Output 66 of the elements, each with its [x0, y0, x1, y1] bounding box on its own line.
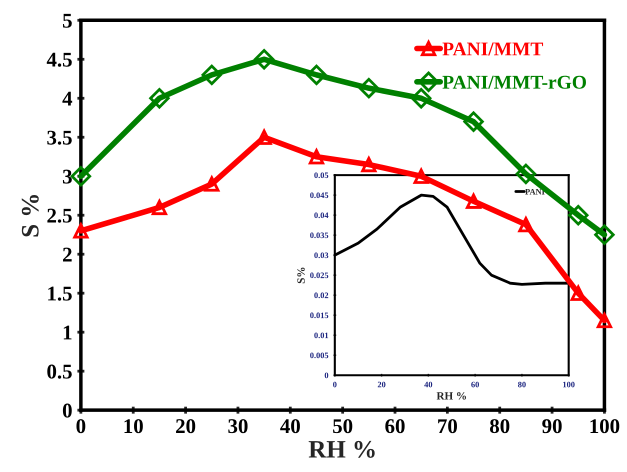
y-tick-label: 2.5 [47, 208, 72, 223]
point [414, 168, 429, 184]
x-axis-title: RH % [308, 440, 375, 458]
x-tick-label: 40 [280, 419, 300, 434]
point [463, 111, 484, 132]
x-tick-label: 0 [333, 382, 337, 388]
y-axis-title: S % [22, 195, 39, 236]
x-tick-label: 50 [333, 419, 352, 434]
point [149, 88, 170, 108]
y-tick-label: 0.04 [314, 212, 328, 218]
point [466, 194, 482, 209]
point [358, 78, 380, 98]
y-tick-label: 0.005 [310, 352, 328, 358]
x-tick-label: 60 [471, 382, 479, 388]
point [570, 286, 586, 301]
point [73, 223, 89, 238]
y-axis-title: S% [297, 268, 305, 284]
point [204, 176, 220, 192]
x-tick-label: 80 [518, 382, 526, 388]
x-tick-label: 80 [490, 419, 510, 434]
point [70, 166, 92, 186]
legend-label: PANI/MMT-rGO [442, 76, 586, 89]
point [518, 216, 534, 232]
x-tick-label: 10 [124, 419, 143, 434]
y-tick-label: 5 [62, 14, 72, 28]
point [410, 88, 432, 108]
point [596, 312, 612, 328]
y-tick-label: 0.045 [310, 192, 328, 198]
point [306, 64, 327, 86]
x-tick-label: 30 [228, 419, 248, 434]
point [516, 164, 536, 184]
x-tick-label: 20 [176, 419, 196, 434]
point [308, 149, 324, 164]
y-tick-label: 1.5 [48, 286, 72, 301]
point [568, 205, 588, 226]
point [361, 156, 376, 172]
point [152, 200, 168, 216]
y-tick-label: 0.02 [314, 292, 328, 298]
y-tick-label: 0.5 [47, 364, 72, 379]
y-tick-label: 4.5 [46, 52, 72, 67]
y-tick-label: 3 [62, 170, 72, 184]
point [254, 49, 274, 70]
x-tick-label: 100 [563, 382, 575, 388]
x-axis-title: RH % [436, 392, 466, 400]
y-tick-label: 0 [62, 404, 72, 418]
y-tick-label: 0 [324, 372, 328, 378]
point [202, 64, 222, 86]
y-tick-label: 3.5 [47, 130, 72, 145]
y-tick-label: 0.025 [310, 272, 328, 278]
x-tick-label: 40 [424, 382, 432, 388]
y-tick-label: 1 [64, 326, 72, 340]
y-tick-label: 0.015 [310, 312, 328, 318]
y-tick-label: 0.01 [314, 332, 328, 338]
legend-label: PANI/MMT [442, 42, 544, 56]
y-tick-label: 2 [63, 248, 72, 262]
x-tick-label: 100 [590, 419, 620, 434]
y-tick-label: 0.05 [314, 172, 328, 178]
x-tick-label: 60 [385, 419, 405, 434]
x-tick-label: 20 [378, 382, 386, 388]
y-tick-label: 0.03 [314, 252, 328, 258]
y-tick-label: 0.035 [310, 232, 328, 238]
y-tick-label: 4 [62, 92, 72, 106]
x-tick-label: 70 [438, 419, 457, 434]
point [594, 224, 615, 245]
x-tick-label: 90 [542, 419, 562, 434]
x-tick-label: 0 [76, 419, 86, 434]
